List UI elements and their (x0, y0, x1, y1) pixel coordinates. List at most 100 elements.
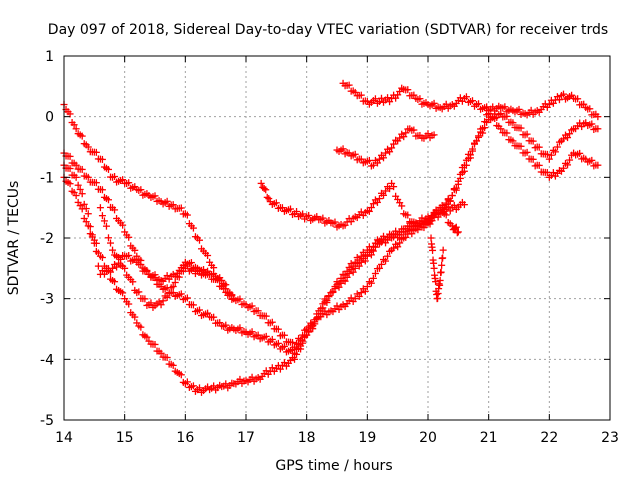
data-point-track-h (541, 100, 549, 108)
x-tick-label: 19 (358, 430, 376, 446)
data-point-track-c (363, 283, 371, 291)
data-point-track-c (369, 274, 377, 282)
data-point-track-f (454, 228, 462, 236)
data-point-track-g (410, 126, 418, 134)
x-tick-label: 20 (419, 430, 437, 446)
data-point-track-a (460, 201, 468, 209)
data-point-track-c (355, 292, 363, 300)
data-point-track-c (545, 155, 553, 163)
data-point-track-d (90, 239, 98, 247)
data-point-track-i (523, 148, 531, 156)
data-point-track-a (177, 371, 185, 379)
data-point-track-c (262, 312, 270, 320)
data-point-track-e (214, 276, 222, 284)
data-point-track-h (483, 103, 491, 111)
data-point-track-d (98, 267, 106, 275)
data-point-track-e (175, 273, 183, 281)
data-point-track-c (543, 150, 551, 158)
data-point-track-b (343, 273, 351, 281)
data-point-track-c (137, 186, 145, 194)
data-point-track-d (66, 165, 74, 173)
data-point-track-f (426, 217, 434, 225)
data-point-track-c (125, 179, 133, 187)
data-point-track-d (125, 251, 133, 259)
data-point-track-b (104, 196, 112, 204)
data-point-track-g (388, 144, 396, 152)
data-point-track-h (357, 91, 365, 99)
data-point-track-c (442, 201, 450, 209)
data-point-track-c (479, 129, 487, 137)
data-point-track-e (115, 253, 123, 261)
data-point-track-h (475, 100, 483, 108)
data-point-track-c (460, 161, 468, 169)
data-point-track-c (151, 192, 159, 200)
data-point-track-h (527, 106, 535, 114)
data-point-track-e (121, 264, 129, 272)
data-point-track-h (416, 95, 424, 103)
data-point-track-e (100, 217, 108, 225)
data-point-track-c (456, 170, 464, 178)
data-point-track-c (347, 294, 355, 302)
axis-ticks: 14 15 16 17 18 19 20 21 22 23 1 0 -1 -2 -3 -4 -5 (40, 49, 619, 446)
data-point-track-h (377, 94, 385, 102)
data-point-track-c (475, 133, 483, 141)
data-point-track-d (82, 205, 90, 213)
data-point-track-c (553, 143, 561, 151)
data-marks (60, 79, 602, 396)
data-point-track-a (131, 313, 139, 321)
x-tick-label: 21 (480, 430, 498, 446)
data-point-track-d (86, 223, 94, 231)
data-point-track-j (432, 278, 440, 286)
data-point-track-b (291, 349, 299, 357)
data-point-track-i (529, 155, 537, 163)
data-point-track-a (195, 384, 203, 392)
data-point-track-c (289, 338, 297, 346)
data-point-track-i (588, 156, 596, 164)
x-tick-label: 16 (176, 430, 194, 446)
data-point-track-a (151, 340, 159, 348)
data-point-track-c (195, 236, 203, 244)
data-point-track-b (125, 233, 133, 241)
data-point-track-c (468, 145, 476, 153)
data-point-track-f (375, 195, 383, 203)
data-point-track-f (380, 191, 388, 199)
data-point-track-c (452, 184, 460, 192)
data-point-track-e (98, 212, 106, 220)
data-point-track-c (466, 151, 474, 159)
data-point-track-c (559, 135, 567, 143)
data-point-track-c (70, 121, 78, 129)
data-point-track-e (157, 301, 165, 309)
data-point-track-c (371, 269, 379, 277)
data-point-track-b (268, 335, 276, 343)
data-point-track-b (367, 251, 375, 259)
data-point-track-h (574, 95, 582, 103)
data-point-track-c (357, 289, 365, 297)
data-point-track-c (119, 176, 127, 184)
data-point-track-e (230, 295, 238, 303)
data-point-track-c (446, 197, 454, 205)
data-point-track-a (210, 382, 218, 390)
data-point-track-f (432, 211, 440, 219)
data-point-track-e (129, 278, 137, 286)
data-point-track-g (396, 134, 404, 142)
data-point-track-b (204, 309, 212, 317)
data-point-track-c (394, 243, 402, 251)
data-point-track-f (286, 205, 294, 213)
data-point-track-b (92, 179, 100, 187)
data-point-track-f (305, 211, 313, 219)
data-point-track-j (439, 254, 447, 262)
data-point-track-c (547, 151, 555, 159)
y-axis-label: SDTVAR / TECUs (6, 181, 22, 296)
data-point-track-b (274, 339, 282, 347)
data-point-track-c (104, 165, 112, 173)
data-point-track-h (555, 96, 563, 104)
data-point-track-a (111, 278, 119, 286)
data-point-track-a (125, 300, 133, 308)
data-point-track-b (111, 206, 119, 214)
data-point-track-g (373, 159, 381, 167)
data-point-track-c (481, 124, 489, 132)
data-point-track-f (390, 183, 398, 191)
data-point-track-e (226, 289, 234, 297)
data-point-track-d (88, 231, 96, 239)
data-point-track-h (384, 94, 392, 102)
